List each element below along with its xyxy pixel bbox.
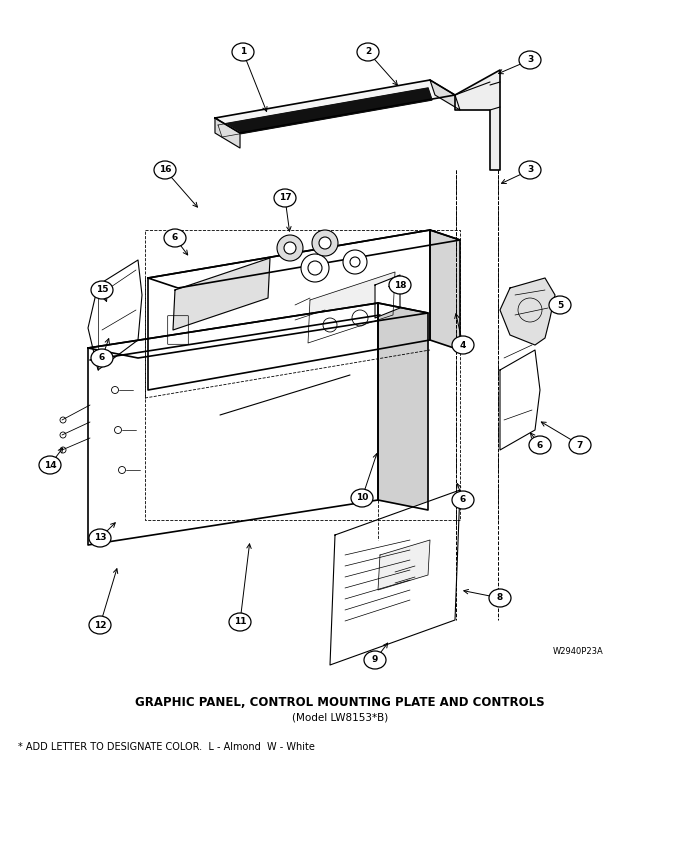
Ellipse shape [519,51,541,69]
Ellipse shape [39,456,61,474]
Polygon shape [148,230,460,288]
Text: 3: 3 [527,166,533,174]
Polygon shape [330,490,460,665]
Text: 18: 18 [394,281,406,289]
Text: 9: 9 [372,656,378,664]
Polygon shape [215,80,455,133]
Ellipse shape [154,161,176,179]
Polygon shape [375,275,400,318]
Ellipse shape [519,161,541,179]
Ellipse shape [229,613,251,631]
Text: 6: 6 [460,496,466,504]
Text: 12: 12 [94,620,106,629]
Text: 14: 14 [44,460,56,470]
Text: 4: 4 [460,340,466,349]
Polygon shape [88,303,428,358]
Text: W2940P23A: W2940P23A [553,647,604,656]
Polygon shape [173,258,270,330]
Text: 3: 3 [527,56,533,64]
Polygon shape [378,540,430,590]
Polygon shape [378,303,428,510]
Ellipse shape [549,296,571,314]
Text: 8: 8 [497,594,503,602]
Polygon shape [430,80,460,110]
Ellipse shape [164,229,186,247]
Ellipse shape [569,436,591,454]
Polygon shape [88,303,378,545]
Ellipse shape [452,336,474,354]
Ellipse shape [389,276,411,294]
Ellipse shape [357,43,379,61]
Text: 6: 6 [537,441,543,449]
Text: 11: 11 [234,618,246,627]
Polygon shape [500,278,555,345]
Polygon shape [148,230,430,390]
Circle shape [319,237,331,249]
Ellipse shape [89,529,111,547]
Text: 2: 2 [365,47,371,57]
Text: 16: 16 [158,166,171,174]
Text: (Model LW8153*B): (Model LW8153*B) [292,712,388,722]
Ellipse shape [489,589,511,607]
Ellipse shape [364,651,386,669]
Text: 17: 17 [279,194,291,202]
Polygon shape [215,118,240,148]
Circle shape [301,254,329,282]
Polygon shape [308,272,395,343]
Ellipse shape [89,616,111,634]
Text: 1: 1 [240,47,246,57]
Ellipse shape [91,349,113,367]
Text: GRAPHIC PANEL, CONTROL MOUNTING PLATE AND CONTROLS: GRAPHIC PANEL, CONTROL MOUNTING PLATE AN… [135,696,545,709]
Ellipse shape [91,281,113,299]
Circle shape [277,235,303,261]
Ellipse shape [351,489,373,507]
Text: 15: 15 [96,285,108,294]
Ellipse shape [232,43,254,61]
Polygon shape [218,88,432,137]
Text: * ADD LETTER TO DESIGNATE COLOR.  L - Almond  W - White: * ADD LETTER TO DESIGNATE COLOR. L - Alm… [18,742,315,752]
Ellipse shape [452,491,474,509]
Polygon shape [88,260,142,370]
Text: 7: 7 [577,441,583,449]
Text: 6: 6 [172,233,178,243]
Text: 5: 5 [557,300,563,310]
Polygon shape [455,70,500,170]
Circle shape [284,242,296,254]
Text: 6: 6 [99,354,105,362]
Text: 13: 13 [94,534,106,542]
Polygon shape [500,350,540,450]
Ellipse shape [274,189,296,207]
Circle shape [312,230,338,256]
Polygon shape [430,230,460,350]
Circle shape [343,250,367,274]
Text: 10: 10 [356,493,368,503]
Ellipse shape [529,436,551,454]
